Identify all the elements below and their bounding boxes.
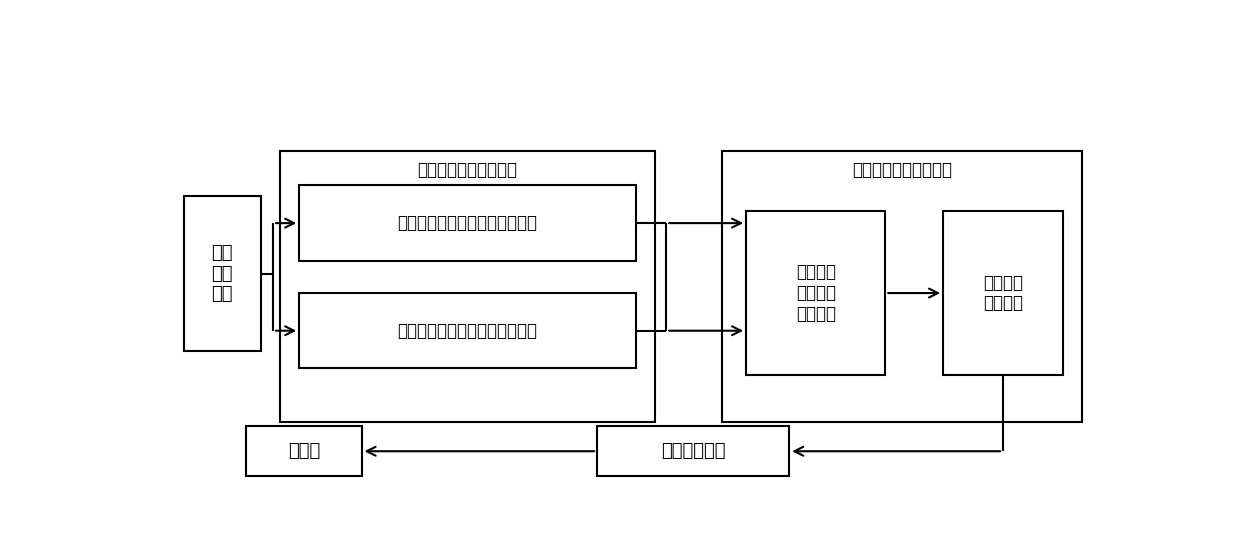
Bar <box>280 151 655 422</box>
Text: 延误转移
判定单元: 延误转移 判定单元 <box>983 274 1023 312</box>
Bar <box>247 427 362 476</box>
Bar <box>942 211 1063 375</box>
Bar <box>596 427 789 476</box>
Text: 数据
采集
模块: 数据 采集 模块 <box>212 244 233 304</box>
Text: 混合车道公交优先方案生成单元: 混合车道公交优先方案生成单元 <box>397 322 537 340</box>
Text: 信号控制平台: 信号控制平台 <box>661 442 725 460</box>
Text: 公交优先方案生成模块: 公交优先方案生成模块 <box>418 162 517 179</box>
Text: 公交优先方案生成模块: 公交优先方案生成模块 <box>852 162 952 179</box>
Bar <box>299 293 635 368</box>
Text: 专用车道公交优先方案生成单元: 专用车道公交优先方案生成单元 <box>397 214 537 232</box>
Bar <box>184 196 260 351</box>
Text: 信号机: 信号机 <box>288 442 320 460</box>
Bar <box>299 186 635 260</box>
Bar <box>722 151 1083 422</box>
Text: 路口公交
优先效益
评估单元: 路口公交 优先效益 评估单元 <box>796 263 836 323</box>
Bar <box>746 211 885 375</box>
